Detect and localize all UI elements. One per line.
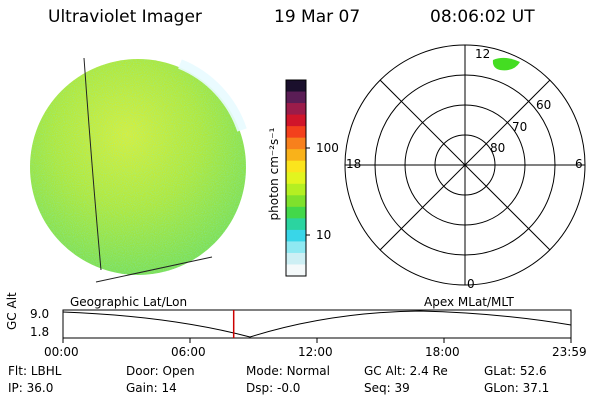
status-ip: IP: 36.0 xyxy=(8,381,54,395)
status-glat: GLat: 52.6 xyxy=(484,364,547,378)
earth-disk-texture xyxy=(30,59,246,275)
timeline-y-label-max: 9.0 xyxy=(30,307,50,321)
colorbar-segment xyxy=(286,160,306,173)
geo-image-panel xyxy=(30,57,247,283)
polar-panel-label: Apex MLat/MLT xyxy=(424,295,514,309)
observation-time: 08:06:02 UT xyxy=(430,7,535,27)
mlt-label-18: 18 xyxy=(346,157,362,171)
status-glon: GLon: 37.1 xyxy=(484,381,550,395)
time-label-1200: 12:00 xyxy=(298,345,333,359)
time-label-1800: 18:00 xyxy=(425,345,460,359)
mlt-label-6: 6 xyxy=(575,157,583,171)
timeline-y-label-min: 1.8 xyxy=(30,325,50,339)
mlat-label-70: 70 xyxy=(512,120,528,134)
status-gc-alt: GC Alt: 2.4 Re xyxy=(364,364,448,378)
colorbar-segment xyxy=(286,91,306,104)
colorbar-segment xyxy=(286,149,306,162)
colorbar-segment xyxy=(286,218,306,231)
time-label-0600: 06:00 xyxy=(171,345,206,359)
polar-plot xyxy=(344,44,586,286)
parallel-line xyxy=(95,256,213,283)
instrument-title: Ultraviolet Imager xyxy=(48,7,202,27)
mlt-label-0: 0 xyxy=(467,277,475,291)
geo-panel-label: Geographic Lat/Lon xyxy=(70,295,188,309)
mlat-label-80: 80 xyxy=(490,141,506,155)
status-seq: Seq: 39 xyxy=(364,381,410,395)
colorbar-label-10: 10 xyxy=(316,228,332,242)
colorbar-segment xyxy=(286,264,306,277)
colorbar-segment xyxy=(286,252,306,265)
colorbar-segment xyxy=(286,241,306,254)
observation-date: 19 Mar 07 xyxy=(274,7,361,27)
colorbar-segment xyxy=(286,137,306,150)
meridian-line xyxy=(83,57,102,271)
colorbar-unit-label: photon cm⁻²s⁻¹ xyxy=(267,127,281,221)
colorbar-segment xyxy=(286,114,306,127)
mlat-label-60: 60 xyxy=(536,98,552,112)
altitude-curve xyxy=(62,310,572,338)
aurora-patch xyxy=(492,57,520,71)
colorbar xyxy=(285,79,307,277)
colorbar-frame xyxy=(285,79,307,277)
colorbar-segment xyxy=(286,103,306,116)
status-mode: Mode: Normal xyxy=(246,364,330,378)
time-label-0000: 00:00 xyxy=(44,345,79,359)
colorbar-segment xyxy=(286,183,306,196)
colorbar-segment xyxy=(286,126,306,139)
mlt-line-diag-2 xyxy=(379,79,551,251)
colorbar-segment xyxy=(286,195,306,208)
colorbar-segment xyxy=(286,80,306,93)
time-label-2359: 23:59 xyxy=(552,345,587,359)
limb-glow xyxy=(178,59,247,132)
colorbar-segment xyxy=(286,172,306,185)
colorbar-segment xyxy=(286,229,306,242)
timeline-axis-label: GC Alt xyxy=(5,292,19,330)
colorbar-segment xyxy=(286,206,306,219)
altitude-timeline xyxy=(62,309,572,343)
status-dsp: Dsp: -0.0 xyxy=(246,381,301,395)
mlt-label-12: 12 xyxy=(475,47,491,61)
timeline-frame xyxy=(62,309,572,339)
status-gain: Gain: 14 xyxy=(126,381,177,395)
colorbar-label-100: 100 xyxy=(316,141,339,155)
status-flt: Flt: LBHL xyxy=(8,364,62,378)
status-door: Door: Open xyxy=(126,364,195,378)
